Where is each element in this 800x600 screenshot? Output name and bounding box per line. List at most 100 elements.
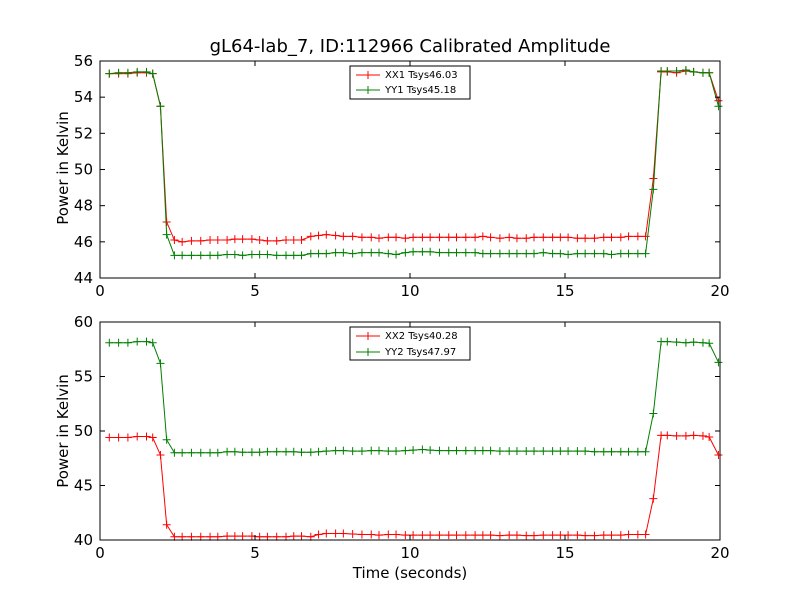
data-point-marker bbox=[263, 250, 272, 259]
data-point-marker bbox=[435, 446, 444, 455]
data-point-marker bbox=[599, 249, 608, 258]
data-point-marker bbox=[392, 233, 401, 242]
data-point-marker bbox=[461, 248, 470, 257]
data-point-marker bbox=[401, 234, 410, 243]
data-point-marker bbox=[289, 532, 298, 541]
data-point-marker bbox=[435, 233, 444, 242]
data-point-marker bbox=[633, 447, 642, 456]
data-point-marker bbox=[306, 232, 315, 241]
top-axis-ticks: 0 5 10 15 20 44 46 48 50 52 54 56 bbox=[74, 52, 730, 300]
data-point-marker bbox=[123, 433, 132, 442]
chart-title: gL64-lab_7, ID:112966 Calibrated Amplitu… bbox=[210, 36, 611, 57]
bottom-panel: Power in Kelvin Time (seconds) 0 5 10 15 20 4… bbox=[54, 313, 730, 582]
data-point-marker bbox=[512, 234, 521, 243]
data-point-marker bbox=[213, 236, 222, 245]
top-legend: XX1 Tsys46.03 YY1 Tsys45.18 bbox=[349, 65, 471, 100]
data-point-marker bbox=[223, 236, 232, 245]
data-point-marker bbox=[426, 233, 435, 242]
top-legend-box bbox=[349, 65, 471, 100]
data-point-marker bbox=[187, 251, 196, 260]
data-point-marker bbox=[522, 234, 531, 243]
data-point-marker bbox=[573, 249, 582, 258]
data-point-marker bbox=[633, 232, 642, 241]
data-point-marker bbox=[170, 532, 179, 541]
data-point-marker bbox=[581, 447, 590, 456]
data-point-marker bbox=[556, 531, 565, 540]
data-point-marker bbox=[461, 531, 470, 540]
data-point-marker bbox=[689, 67, 698, 76]
data-point-marker bbox=[170, 236, 179, 245]
data-point-marker bbox=[444, 531, 453, 540]
data-point-marker bbox=[170, 448, 179, 457]
data-point-marker bbox=[649, 494, 658, 503]
data-point-marker bbox=[478, 446, 487, 455]
data-point-marker bbox=[426, 446, 435, 455]
legend-swatch-xx2 bbox=[356, 332, 380, 340]
data-point-marker bbox=[187, 448, 196, 457]
data-point-marker bbox=[339, 529, 348, 538]
data-point-marker bbox=[357, 530, 366, 539]
data-point-marker bbox=[624, 249, 633, 258]
data-point-marker bbox=[705, 432, 714, 441]
data-point-marker bbox=[263, 236, 272, 245]
data-point-marker bbox=[573, 531, 582, 540]
data-point-marker bbox=[206, 532, 215, 541]
data-point-marker bbox=[255, 236, 264, 245]
data-point-marker bbox=[282, 532, 290, 541]
data-point-marker bbox=[539, 233, 548, 242]
data-point-marker bbox=[133, 67, 142, 76]
data-point-marker bbox=[522, 249, 531, 258]
data-point-marker bbox=[581, 234, 590, 243]
xtick-label: 5 bbox=[250, 282, 260, 300]
data-point-marker bbox=[705, 339, 714, 348]
data-point-marker bbox=[306, 448, 315, 457]
data-point-marker bbox=[331, 446, 340, 455]
data-point-marker bbox=[289, 251, 298, 260]
data-point-marker bbox=[689, 431, 698, 440]
xtick-label: 0 bbox=[95, 282, 105, 300]
data-point-marker bbox=[522, 447, 531, 456]
data-point-marker bbox=[156, 102, 165, 111]
data-point-marker bbox=[681, 66, 690, 75]
data-point-marker bbox=[142, 337, 151, 346]
ytick-label: 60 bbox=[74, 313, 93, 331]
data-point-marker bbox=[348, 447, 357, 456]
legend-swatch-yy2 bbox=[356, 348, 380, 356]
data-point-marker bbox=[486, 446, 495, 455]
data-point-marker bbox=[409, 247, 418, 256]
data-point-marker bbox=[478, 531, 487, 540]
data-point-marker bbox=[452, 233, 461, 242]
data-point-marker bbox=[435, 248, 444, 257]
ytick-label: 55 bbox=[74, 368, 93, 386]
data-point-marker bbox=[114, 433, 123, 442]
data-point-marker bbox=[418, 233, 427, 242]
data-point-marker bbox=[418, 247, 427, 256]
data-point-marker bbox=[238, 448, 247, 457]
data-point-marker bbox=[641, 447, 650, 456]
data-point-marker bbox=[322, 447, 331, 456]
bottom-legend-box bbox=[349, 326, 471, 361]
data-point-marker bbox=[162, 520, 171, 529]
data-point-marker bbox=[230, 250, 239, 259]
data-point-marker bbox=[672, 338, 681, 347]
legend-swatch-xx1 bbox=[356, 71, 380, 79]
data-point-marker bbox=[223, 532, 232, 541]
data-point-marker bbox=[238, 532, 247, 541]
xtick-label: 20 bbox=[710, 544, 729, 562]
data-point-marker bbox=[486, 233, 495, 242]
data-point-marker bbox=[392, 447, 401, 456]
data-point-marker bbox=[162, 230, 171, 239]
data-point-marker bbox=[213, 532, 222, 541]
data-point-marker bbox=[581, 531, 590, 540]
data-point-marker bbox=[461, 446, 470, 455]
data-point-marker bbox=[409, 446, 418, 455]
data-point-marker bbox=[148, 433, 157, 442]
data-point-marker bbox=[607, 250, 616, 259]
data-point-marker bbox=[495, 234, 504, 243]
data-point-marker bbox=[681, 338, 690, 347]
data-point-marker bbox=[681, 431, 690, 440]
data-point-marker bbox=[223, 447, 232, 456]
top-panel: gL64-lab_7, ID:112966 Calibrated Amplitu… bbox=[54, 36, 730, 300]
data-point-marker bbox=[444, 446, 453, 455]
